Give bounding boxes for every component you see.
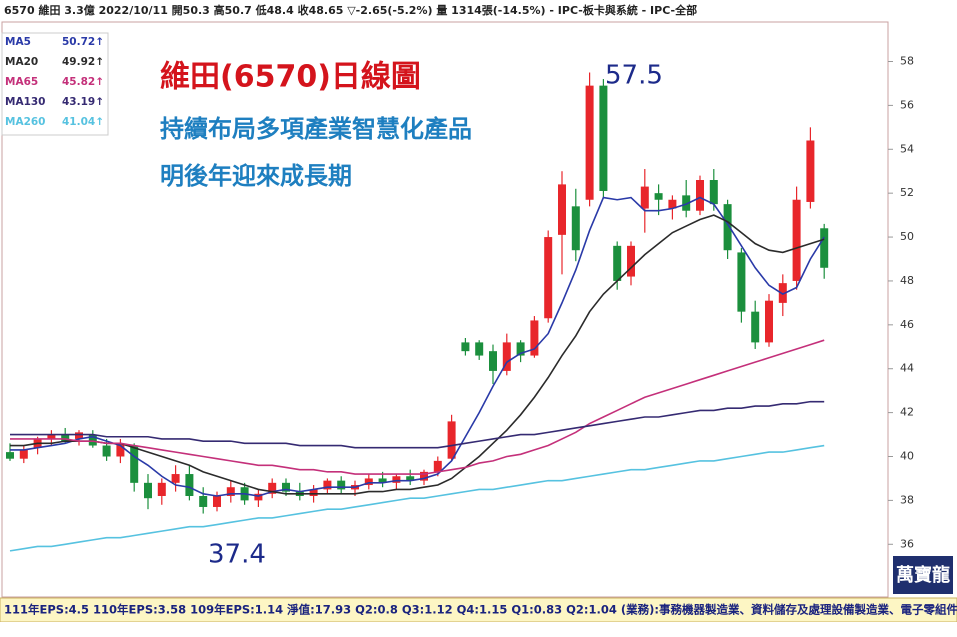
y-tick-label: 40 (900, 450, 914, 463)
ma-line (10, 339, 825, 475)
candle-body (516, 342, 525, 356)
legend-value: 49.92↑ (62, 56, 104, 68)
legend-label: MA130 (5, 96, 46, 108)
candle-body (502, 342, 511, 371)
candle-body (737, 252, 746, 312)
legend-box (1, 32, 109, 136)
ma-line (10, 214, 825, 495)
candle-body (696, 180, 704, 211)
candle-body (88, 434, 97, 446)
y-tick-label: 56 (900, 98, 914, 111)
candle-body (392, 476, 401, 483)
y-tick-label: 36 (900, 537, 914, 550)
candle-body (19, 449, 28, 459)
legend-label: MA65 (5, 76, 38, 88)
legend-label: MA5 (5, 36, 31, 48)
candle-body (765, 300, 773, 343)
candle-body (530, 320, 539, 356)
candle-body (47, 434, 56, 439)
legend-label: MA20 (5, 56, 38, 68)
candle-body (489, 351, 497, 371)
candle-body (171, 474, 180, 483)
candle-body (378, 478, 387, 483)
legend-value: 50.72↑ (62, 36, 104, 48)
candle-body (654, 193, 663, 200)
candle-body (475, 342, 484, 356)
candle-body (130, 445, 139, 483)
bottom-strip (0, 622, 957, 637)
legend-value: 41.04↑ (62, 116, 104, 128)
candle-body (116, 443, 125, 457)
candle-body (613, 245, 622, 281)
annotation: 57.5 (605, 61, 663, 91)
candle-body (323, 480, 332, 490)
candle-body (102, 445, 111, 457)
y-tick-label: 48 (900, 274, 914, 287)
candle-body (447, 421, 456, 459)
candle-body (723, 204, 732, 251)
legend-value: 45.82↑ (62, 76, 104, 88)
candle-body (778, 283, 787, 303)
candle-body (185, 474, 194, 496)
candle-body (585, 85, 594, 200)
ma-line (10, 196, 825, 497)
candle-body (6, 452, 14, 459)
candle-body (558, 184, 566, 235)
candle-body (226, 487, 235, 496)
candle-body (682, 195, 691, 211)
candle-body (820, 228, 829, 268)
watermark: 萬寶龍 (896, 564, 950, 586)
ma-line (10, 400, 825, 449)
legend-label: MA260 (5, 116, 46, 128)
header-bar (0, 0, 957, 22)
candle-body (282, 482, 290, 492)
y-tick-label: 46 (900, 318, 914, 331)
candle-body (254, 493, 263, 501)
candle-body (627, 245, 635, 277)
candle-body (792, 199, 801, 281)
candle-body (199, 496, 208, 507)
y-tick-label: 52 (900, 186, 914, 199)
candle-body (157, 482, 166, 496)
candle-body (144, 482, 152, 499)
y-tick-label: 44 (900, 362, 914, 375)
candle-body (640, 186, 649, 209)
legend-value: 43.19↑ (62, 96, 104, 108)
y-tick-label: 38 (900, 493, 914, 506)
candle-body (461, 342, 470, 352)
ma-line (9, 444, 825, 552)
candle-body (599, 85, 608, 191)
candle-body (75, 432, 83, 439)
y-tick-label: 58 (900, 55, 914, 68)
candle-body (668, 199, 677, 209)
candle-body (213, 496, 221, 507)
y-tick-label: 42 (900, 406, 914, 419)
y-tick-label: 54 (900, 142, 914, 155)
y-tick-label: 50 (900, 230, 914, 243)
candle-body (61, 434, 70, 442)
candle-body (420, 471, 428, 481)
candle-body (544, 237, 553, 319)
candle-body (433, 460, 442, 472)
candle-body (406, 476, 415, 481)
candle-body (709, 180, 718, 205)
chart-title: 維田(6570)日線圖 (160, 60, 421, 95)
header-text: 6570 維田 3.3億 2022/10/11 開50.3 高50.7 低48.… (4, 3, 697, 17)
candle-body (309, 489, 318, 496)
candle-body (751, 311, 760, 343)
footer-text: 111年EPS:4.5 110年EPS:3.58 109年EPS:1.14 淨值… (4, 603, 957, 617)
candle-body (268, 482, 277, 494)
subtitle: 明後年迎來成長期 (160, 162, 352, 190)
subtitle: 持續布局多項產業智慧化產品 (160, 115, 472, 143)
candle-body (571, 206, 580, 251)
candle-body (806, 140, 815, 202)
annotation: 37.4 (208, 540, 266, 570)
candle-body (364, 478, 373, 486)
watermark-box (893, 556, 953, 594)
candle-body (337, 480, 346, 490)
